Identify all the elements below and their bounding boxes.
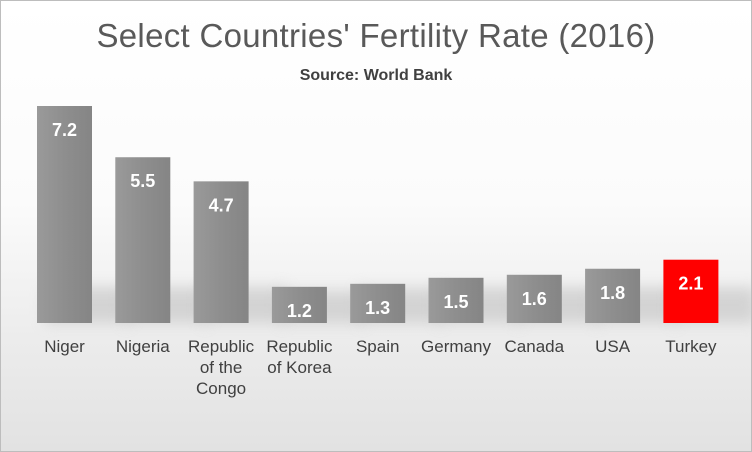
category-label: Republic of the Congo (188, 337, 255, 398)
bar-canada (506, 274, 562, 323)
chart-title: Select Countries' Fertility Rate (2016) (96, 17, 656, 54)
bar-republic-of-korea (271, 286, 327, 323)
bar-germany (428, 277, 484, 323)
data-label: 1.5 (443, 292, 468, 312)
category-label: Nigeria (116, 337, 170, 356)
category-label: Republic of Korea (266, 337, 333, 377)
data-label: 2.1 (678, 274, 703, 294)
category-label: Turkey (665, 337, 717, 356)
data-label: 7.2 (52, 120, 77, 140)
bar-nigeria (115, 157, 171, 323)
category-label: Spain (356, 337, 399, 356)
data-label: 4.7 (209, 195, 234, 215)
bar-niger (37, 106, 92, 323)
data-label: 5.5 (130, 171, 155, 191)
data-label: 1.2 (287, 301, 312, 321)
category-label: Niger (44, 337, 85, 356)
chart-subtitle: Source: World Bank (299, 67, 453, 84)
data-label: 1.6 (522, 289, 547, 309)
data-label: 1.3 (365, 298, 390, 318)
bar-spain (350, 283, 406, 323)
category-label: Canada (505, 337, 565, 356)
bar-turkey (663, 259, 719, 323)
category-label: USA (595, 337, 631, 356)
category-label: Germany (421, 337, 491, 356)
bar-usa (585, 268, 641, 323)
data-label: 1.8 (600, 283, 625, 303)
bar-republic-of-the-congo (193, 181, 249, 323)
